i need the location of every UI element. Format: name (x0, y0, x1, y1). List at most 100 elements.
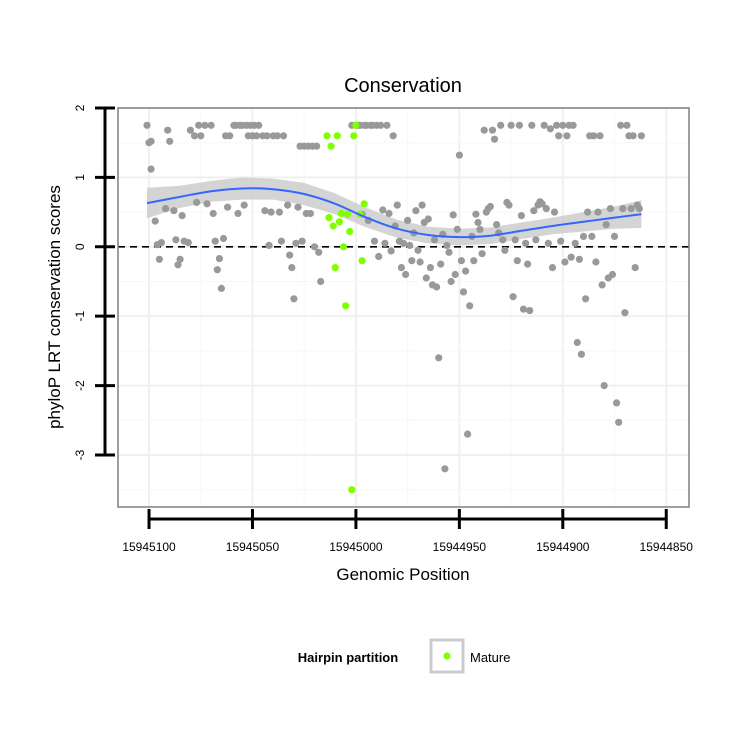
point-mature (335, 218, 343, 226)
point-other (602, 221, 610, 229)
point-other (476, 225, 484, 233)
point-other (193, 198, 201, 206)
point-other (253, 132, 261, 140)
x-tick-label: 15945100 (122, 540, 176, 554)
legend-title: Hairpin partition (298, 650, 398, 665)
point-other (490, 135, 499, 143)
point-other (596, 132, 604, 140)
point-other (610, 232, 619, 240)
point-other (544, 239, 552, 247)
point-other (575, 255, 584, 263)
point-other (524, 260, 532, 268)
point-other (255, 121, 263, 129)
point-other (290, 295, 298, 303)
point-other (592, 258, 600, 266)
x-tick-label: 15944950 (433, 540, 487, 554)
point-other (530, 207, 538, 215)
y-tick-label: 2 (73, 104, 87, 111)
x-tick-label: 15945000 (329, 540, 383, 554)
y-tick-label: 0 (73, 243, 87, 250)
point-other (449, 211, 457, 219)
point-other (207, 121, 215, 129)
point-mature (352, 121, 360, 129)
point-other (443, 241, 451, 249)
point-other (561, 258, 569, 266)
point-other (462, 267, 470, 275)
point-other (164, 126, 172, 134)
point-other (480, 126, 488, 134)
point-other (445, 248, 453, 256)
points-other (143, 121, 646, 473)
point-other (298, 237, 306, 245)
point-other (540, 121, 548, 129)
points-mature (323, 121, 368, 494)
point-other (379, 206, 387, 214)
point-other (166, 137, 174, 145)
point-other (273, 132, 281, 140)
point-other (418, 201, 426, 209)
point-other (629, 132, 637, 140)
y-tick-label: -2 (73, 380, 87, 391)
point-other (286, 251, 294, 259)
point-other (501, 246, 509, 254)
point-mature (337, 209, 345, 218)
point-other (402, 270, 410, 279)
point-other (201, 121, 209, 129)
point-other (478, 250, 486, 258)
point-other (209, 209, 217, 218)
point-other (385, 209, 393, 218)
point-mature (346, 227, 354, 236)
point-other (215, 255, 223, 263)
point-other (313, 142, 321, 150)
point-other (627, 205, 635, 213)
point-other (447, 277, 455, 286)
point-other (147, 165, 155, 173)
point-other (306, 209, 314, 218)
point-other (588, 232, 596, 240)
point-other (412, 207, 420, 215)
point-other (613, 399, 621, 407)
point-other (555, 132, 563, 140)
point-other (195, 121, 203, 129)
point-mature (327, 142, 335, 150)
point-other (528, 121, 536, 129)
smooth-ribbon-layer (147, 177, 642, 246)
point-other (430, 236, 439, 244)
point-other (435, 354, 443, 362)
point-other (615, 418, 623, 426)
point-other (147, 137, 155, 145)
point-mature (350, 132, 358, 140)
y-tick-label: -1 (73, 311, 87, 322)
point-other (559, 121, 567, 129)
point-other (507, 121, 515, 129)
point-other (573, 338, 581, 347)
point-other (505, 201, 513, 209)
point-other (383, 121, 391, 129)
point-other (387, 247, 395, 255)
point-other (470, 257, 478, 265)
x-tick-label: 15944850 (640, 540, 694, 554)
point-other (265, 241, 273, 249)
point-other (279, 132, 288, 140)
point-other (197, 132, 205, 140)
point-other (426, 264, 434, 272)
point-other (455, 151, 463, 159)
point-other (584, 208, 592, 216)
point-other (213, 266, 221, 274)
point-other (174, 261, 182, 269)
point-other (457, 257, 465, 265)
point-other (162, 205, 170, 213)
point-other (267, 208, 275, 216)
point-other (294, 203, 302, 211)
smooth-line (146, 187, 642, 239)
point-other (621, 309, 629, 317)
point-other (292, 239, 300, 247)
point-other (219, 234, 228, 243)
point-other (155, 255, 163, 263)
plot-background (118, 108, 689, 507)
y-tick-label: 1 (73, 174, 87, 181)
point-other (422, 274, 430, 282)
point-other (184, 239, 192, 247)
point-other (550, 208, 559, 216)
